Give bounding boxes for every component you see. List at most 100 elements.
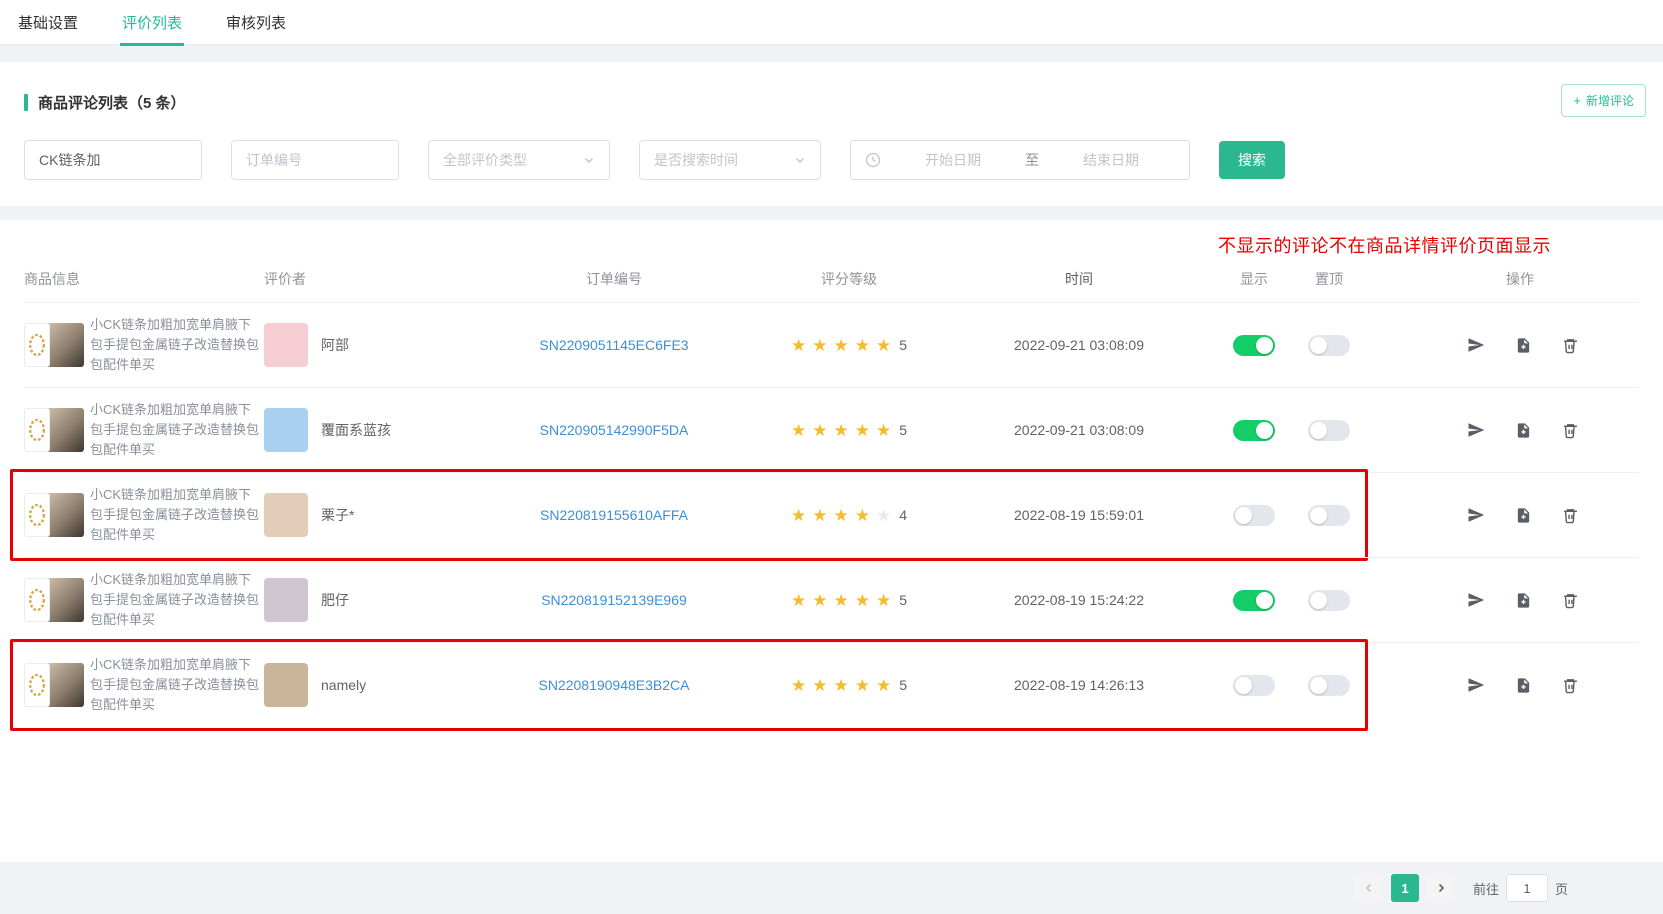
send-icon[interactable] [1467, 421, 1485, 439]
title-accent-bar [24, 94, 28, 111]
star-icon: ★ [790, 505, 807, 525]
keyword-input[interactable] [39, 152, 187, 168]
star-icon: ★ [833, 675, 849, 695]
pin-top-toggle[interactable] [1308, 419, 1350, 441]
reviewer-cell: 栗子* [264, 493, 474, 537]
star-rating: ★ ★ ★ ★ ★ [791, 677, 891, 694]
review-type-select[interactable]: 全部评价类型 [428, 140, 610, 180]
star-icon: ★ [854, 420, 870, 440]
time-search-value: 是否搜索时间 [654, 152, 738, 168]
time-cell: 2022-09-21 03:08:09 [1014, 422, 1144, 438]
rating-cell: ★ ★ ★ ★ ★ 5 [754, 337, 944, 354]
chain-necklace-image [24, 323, 50, 367]
star-icon: ★ [875, 420, 892, 440]
delete-icon[interactable] [1562, 677, 1579, 694]
prev-page-button[interactable] [1354, 874, 1383, 902]
show-toggle[interactable] [1233, 674, 1275, 696]
rating-value: 4 [899, 507, 908, 523]
header-reviewer: 评价者 [264, 271, 306, 287]
reviewer-cell: 肥仔 [264, 578, 474, 622]
pin-top-toggle[interactable] [1308, 334, 1350, 356]
header-actions: 操作 [1506, 271, 1534, 287]
date-range-picker[interactable]: 开始日期 至 结束日期 [850, 140, 1190, 180]
star-icon: ★ [833, 335, 849, 355]
tab-review-list[interactable]: 评价列表 [120, 0, 185, 46]
chain-necklace-image [24, 663, 50, 707]
rating-cell: ★ ★ ★ ★ ★ 5 [754, 677, 944, 694]
tab-audit-list[interactable]: 审核列表 [226, 15, 287, 32]
show-toggle[interactable] [1233, 504, 1275, 526]
goto-page-input[interactable] [1505, 874, 1548, 902]
filter-row: 全部评价类型 是否搜索时间 开始日期 至 结束日期 搜索 [24, 140, 1639, 180]
order-number-input[interactable] [246, 152, 384, 168]
pin-top-toggle[interactable] [1308, 674, 1350, 696]
plus-icon: + [1573, 93, 1581, 108]
product-thumbnails [24, 323, 90, 367]
header-time: 时间 [1065, 271, 1093, 287]
reviewer-cell: namely [264, 663, 474, 707]
top-cell [1294, 504, 1364, 526]
file-add-icon[interactable] [1515, 337, 1532, 354]
star-icon: ★ [790, 590, 807, 610]
send-icon[interactable] [1467, 336, 1485, 354]
date-separator: 至 [1025, 152, 1039, 168]
page-unit-label: 页 [1554, 881, 1568, 897]
chevron-right-icon [1438, 883, 1445, 893]
time-cell: 2022-08-19 15:24:22 [1014, 592, 1144, 608]
search-button[interactable]: 搜索 [1219, 141, 1285, 179]
send-icon[interactable] [1467, 591, 1485, 609]
show-toggle[interactable] [1233, 334, 1275, 356]
rating-cell: ★ ★ ★ ★ ★ 5 [754, 422, 944, 439]
order-number-link[interactable]: SN220819152139E969 [541, 592, 687, 608]
rating-cell: ★ ★ ★ ★ ★ 4 [754, 507, 944, 524]
show-cell [1214, 674, 1294, 696]
add-comment-button[interactable]: + 新增评论 [1561, 84, 1646, 117]
star-icon: ★ [812, 675, 828, 695]
order-number-link[interactable]: SN220819155610AFFA [540, 507, 688, 523]
file-add-icon[interactable] [1515, 592, 1532, 609]
table-row: 小CK链条加粗加宽单肩腋下包手提包金属链子改造替换包包配件单买 覆面系蓝孩 SN… [24, 387, 1639, 472]
star-icon: ★ [790, 420, 807, 440]
star-icon: ★ [854, 335, 870, 355]
next-page-button[interactable] [1426, 874, 1455, 902]
star-icon: ★ [875, 590, 892, 610]
product-title: 小CK链条加粗加宽单肩腋下包手提包金属链子改造替换包包配件单买 [90, 317, 260, 372]
end-date-placeholder[interactable]: 结束日期 [1083, 152, 1139, 168]
filter-card: 商品评论列表（5 条） + 新增评论 全部评价类型 是否搜索时间 开 [0, 62, 1663, 206]
delete-icon[interactable] [1562, 507, 1579, 524]
file-add-icon[interactable] [1515, 422, 1532, 439]
reviewer-avatar [264, 323, 308, 367]
show-toggle[interactable] [1233, 589, 1275, 611]
star-icon: ★ [812, 335, 828, 355]
file-add-icon[interactable] [1515, 677, 1532, 694]
table-row: 小CK链条加粗加宽单肩腋下包手提包金属链子改造替换包包配件单买 阿部 SN220… [24, 302, 1639, 387]
send-icon[interactable] [1467, 506, 1485, 524]
delete-icon[interactable] [1562, 337, 1579, 354]
reviewer-name: namely [321, 677, 367, 693]
pin-top-toggle[interactable] [1308, 589, 1350, 611]
page-number-button[interactable]: 1 [1390, 874, 1419, 902]
order-number-link[interactable]: SN2208190948E3B2CA [538, 677, 690, 693]
show-toggle[interactable] [1233, 419, 1275, 441]
keyword-input-wrap [24, 140, 202, 180]
file-add-icon[interactable] [1515, 507, 1532, 524]
order-number-link[interactable]: SN2209051145EC6FE3 [539, 337, 689, 353]
start-date-placeholder[interactable]: 开始日期 [925, 152, 981, 168]
star-icon: ★ [790, 335, 807, 355]
order-number-link[interactable]: SN220905142990F5DA [539, 422, 689, 438]
product-cell: 小CK链条加粗加宽单肩腋下包手提包金属链子改造替换包包配件单买 [24, 655, 264, 715]
product-title: 小CK链条加粗加宽单肩腋下包手提包金属链子改造替换包包配件单买 [90, 402, 260, 457]
delete-icon[interactable] [1562, 422, 1579, 439]
goto-page-control: 前往 页 [1473, 874, 1568, 902]
time-cell: 2022-08-19 14:26:13 [1014, 677, 1144, 693]
order-cell: SN2208190948E3B2CA [474, 677, 754, 693]
star-rating: ★ ★ ★ ★ ★ [791, 507, 891, 524]
time-search-select[interactable]: 是否搜索时间 [639, 140, 821, 180]
send-icon[interactable] [1467, 676, 1485, 694]
section-title: 商品评论列表（5 条） [24, 92, 1639, 113]
tab-basic-settings[interactable]: 基础设置 [18, 15, 79, 32]
rating-value: 5 [899, 337, 908, 353]
delete-icon[interactable] [1562, 592, 1579, 609]
pin-top-toggle[interactable] [1308, 504, 1350, 526]
